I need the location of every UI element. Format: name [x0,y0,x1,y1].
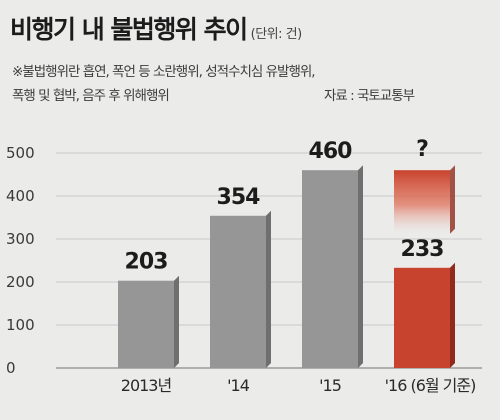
unit-label: (단위: 건) [250,27,303,42]
x-tick-label: '14 [227,376,250,395]
bar-value-label: 203 [125,250,168,275]
y-tick-label: 400 [6,187,35,205]
y-tick-label: 300 [6,230,35,248]
bar-side [174,275,179,368]
chart-title: 비행기 내 불법행위 추이 [10,15,248,44]
y-tick-label: 200 [6,273,35,291]
bars: 203 354 460 233? [118,137,455,368]
bar [394,267,450,368]
bar-side [450,262,455,368]
bar-value-label: 460 [309,139,353,164]
x-axis: 2013년 '14 '15 '16 (6월 기준) [121,376,477,395]
bar-side [266,210,271,368]
title-row: 비행기 내 불법행위 추이 (단위: 건) [10,10,302,46]
source-label: 자료 : 국토교통부 [324,88,415,104]
y-axis: 0 100 200 300 400 500 [6,144,35,377]
y-tick-label: 100 [6,316,35,334]
projection-bar-side [450,165,455,234]
x-tick-label: '15 [319,376,341,395]
x-tick-label: '16 (6월 기준) [385,376,476,395]
bar [210,215,266,368]
bar-value-label: 233 [401,237,444,262]
projection-bar [394,170,450,234]
note-line-2: 폭행 및 협박, 음주 후 위해행위 [12,88,170,104]
bar [118,280,174,368]
bar-value-label: 354 [217,185,261,210]
projection-label: ? [416,137,428,162]
y-tick-label: 0 [6,359,16,377]
y-tick-label: 500 [6,144,35,162]
bar [302,170,358,368]
note-line-1: ※불법행위란 흡연, 폭언 등 소란행위, 성적수치심 유발행위, [12,64,316,80]
bar-side [358,165,363,368]
footnote: ※불법행위란 흡연, 폭언 등 소란행위, 성적수치심 유발행위, 폭행 및 협… [12,60,415,108]
x-tick-label: 2013년 [121,376,172,395]
